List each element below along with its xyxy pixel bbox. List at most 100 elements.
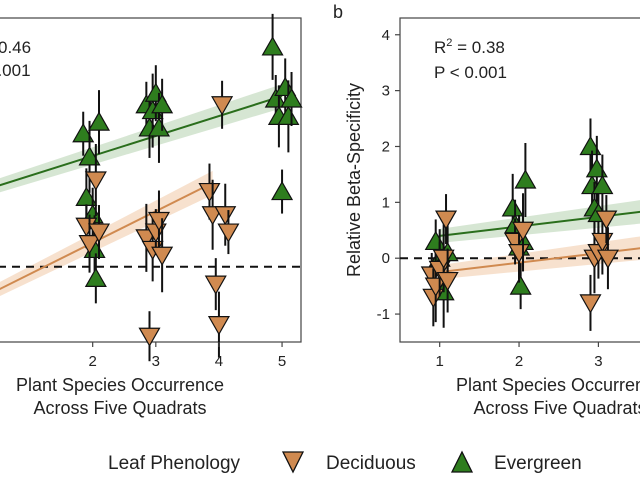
panel-a-evergreen-point — [280, 72, 303, 126]
panel-b-frame — [399, 17, 640, 343]
panel-a-frame — [0, 17, 302, 343]
panel-a-p-value: 0.001 — [0, 61, 31, 80]
panel-b-y-tick-label: -1 — [377, 306, 390, 323]
deciduous-marker — [511, 221, 535, 241]
panel-b-x-tick-label: 3 — [594, 353, 602, 370]
panel-a-r2-value: 0.46 — [0, 38, 31, 57]
deciduous-marker — [596, 249, 619, 269]
deciduous-marker — [207, 316, 230, 336]
panel-b-y-tick-label: 1 — [382, 194, 390, 211]
deciduous-marker — [211, 96, 234, 116]
evergreen-marker — [424, 230, 447, 251]
deciduous-marker — [147, 211, 171, 232]
legend: Leaf Phenology Deciduous Evergreen — [108, 450, 582, 474]
evergreen-marker — [280, 88, 303, 108]
panel-a-x-tick-label: 2 — [89, 353, 97, 370]
panel-a-x-tick-label: 4 — [215, 353, 223, 370]
panel-a-deciduous-confidence-band — [0, 170, 213, 296]
evergreen-marker — [514, 169, 537, 189]
panel-a-evergreen-point — [72, 111, 95, 156]
panel-a-deciduous-point — [217, 210, 240, 255]
deciduous-marker — [214, 206, 237, 226]
deciduous-marker — [595, 210, 618, 230]
deciduous-marker — [424, 277, 447, 297]
panel-a-deciduous-point — [138, 311, 161, 362]
panel-b-deciduous-point — [511, 193, 535, 268]
legend-item-deciduous: Deciduous — [281, 451, 416, 474]
panel-b-deciduous-point — [579, 274, 602, 331]
panel-a-deciduous-point — [204, 258, 227, 311]
legend-deciduous-marker — [281, 451, 305, 474]
panel-a-deciduous-point — [147, 190, 171, 251]
evergreen-marker — [271, 180, 294, 201]
panel-b-ylabel: Relative Beta-Specificity — [344, 83, 364, 277]
evergreen-marker — [151, 94, 174, 114]
evergreen-marker — [84, 267, 107, 287]
panel-b: b 1 2 3 -1 0 1 2 3 4 R2 = 0.38 P < 0.001 Relati… — [333, 2, 640, 418]
deciduous-marker — [84, 171, 107, 191]
panel-a-x-tick-label: 5 — [278, 353, 286, 370]
evergreen-marker — [147, 117, 171, 137]
panel-b-evergreen-point — [591, 154, 614, 217]
panel-b-evergreen-point — [509, 263, 532, 310]
panel-b-label: b — [333, 2, 343, 22]
panel-a-xlabel-line2: Across Five Quadrats — [33, 398, 206, 418]
deciduous-marker — [151, 246, 174, 266]
panel-a-evergreen-confidence-band — [0, 84, 283, 193]
legend-item-evergreen: Evergreen — [450, 450, 582, 474]
panel-b-xlabel-line1: Plant Species Occurrence — [456, 375, 640, 395]
panel-b-deciduous-point — [595, 195, 618, 244]
panel-b-y-tick-label: 4 — [382, 27, 390, 44]
evergreen-marker — [591, 174, 614, 195]
legend-evergreen-label: Evergreen — [494, 453, 582, 474]
panel-a-deciduous-point — [84, 144, 107, 216]
panel-a-evergreen-point — [87, 90, 111, 155]
deciduous-marker — [217, 223, 240, 243]
deciduous-marker — [504, 232, 527, 253]
deciduous-marker — [78, 235, 101, 255]
panel-b-evergreen-point — [579, 118, 602, 175]
deciduous-marker — [138, 327, 161, 347]
evergreen-marker — [261, 36, 284, 56]
panel-b-evergreen-fit-line — [439, 210, 640, 237]
evergreen-marker — [501, 197, 524, 217]
panel-a-evergreen-point — [277, 80, 300, 153]
legend-title: Leaf Phenology — [108, 453, 241, 474]
panel-b-y-tick-label: 3 — [382, 83, 390, 100]
panel-a-xlabel-line1: Plant Species Occurrence — [16, 375, 224, 395]
deciduous-marker — [87, 223, 111, 243]
evergreen-marker — [509, 275, 532, 295]
deciduous-marker — [434, 210, 458, 230]
panel-a-evergreen-point — [261, 13, 284, 80]
panel-b-y-tick-label: 0 — [382, 250, 390, 267]
panel-a-x-tick-label: 3 — [152, 353, 160, 370]
deciduous-marker — [436, 271, 459, 292]
evergreen-marker — [72, 123, 95, 143]
deciduous-marker — [198, 182, 221, 203]
panel-b-r2-value: 0.38 — [472, 38, 505, 57]
evergreen-marker — [78, 146, 101, 166]
panel-a-evergreen-point — [271, 169, 294, 214]
evergreen-marker — [277, 105, 300, 125]
evergreen-marker — [264, 88, 287, 108]
panel-a: 2 3 4 5 0.46 0.001 Plant Species Occurrence… — [0, 13, 303, 418]
panel-a-evergreen-point — [78, 120, 101, 193]
panel-a-deciduous-fit-line — [0, 181, 214, 291]
panel-b-evergreen-point — [514, 143, 537, 217]
panel-b-x-tick-label: 2 — [515, 353, 523, 370]
panel-b-y-tick-label: 2 — [382, 138, 390, 155]
deciduous-marker — [432, 249, 455, 269]
deciduous-marker — [204, 275, 227, 295]
panel-b-deciduous-point — [434, 194, 458, 245]
panel-b-x-tick-label: 1 — [436, 353, 444, 370]
legend-deciduous-label: Deciduous — [326, 453, 416, 474]
deciduous-marker — [579, 294, 602, 314]
panel-a-deciduous-point — [207, 291, 230, 358]
panel-a-evergreen-point — [151, 78, 174, 131]
panel-a-evergreen-fit-line — [0, 95, 283, 187]
deciduous-marker — [508, 244, 531, 264]
panel-b-deciduous-point — [436, 248, 459, 313]
legend-evergreen-marker — [450, 450, 474, 473]
evergreen-marker — [579, 135, 602, 156]
